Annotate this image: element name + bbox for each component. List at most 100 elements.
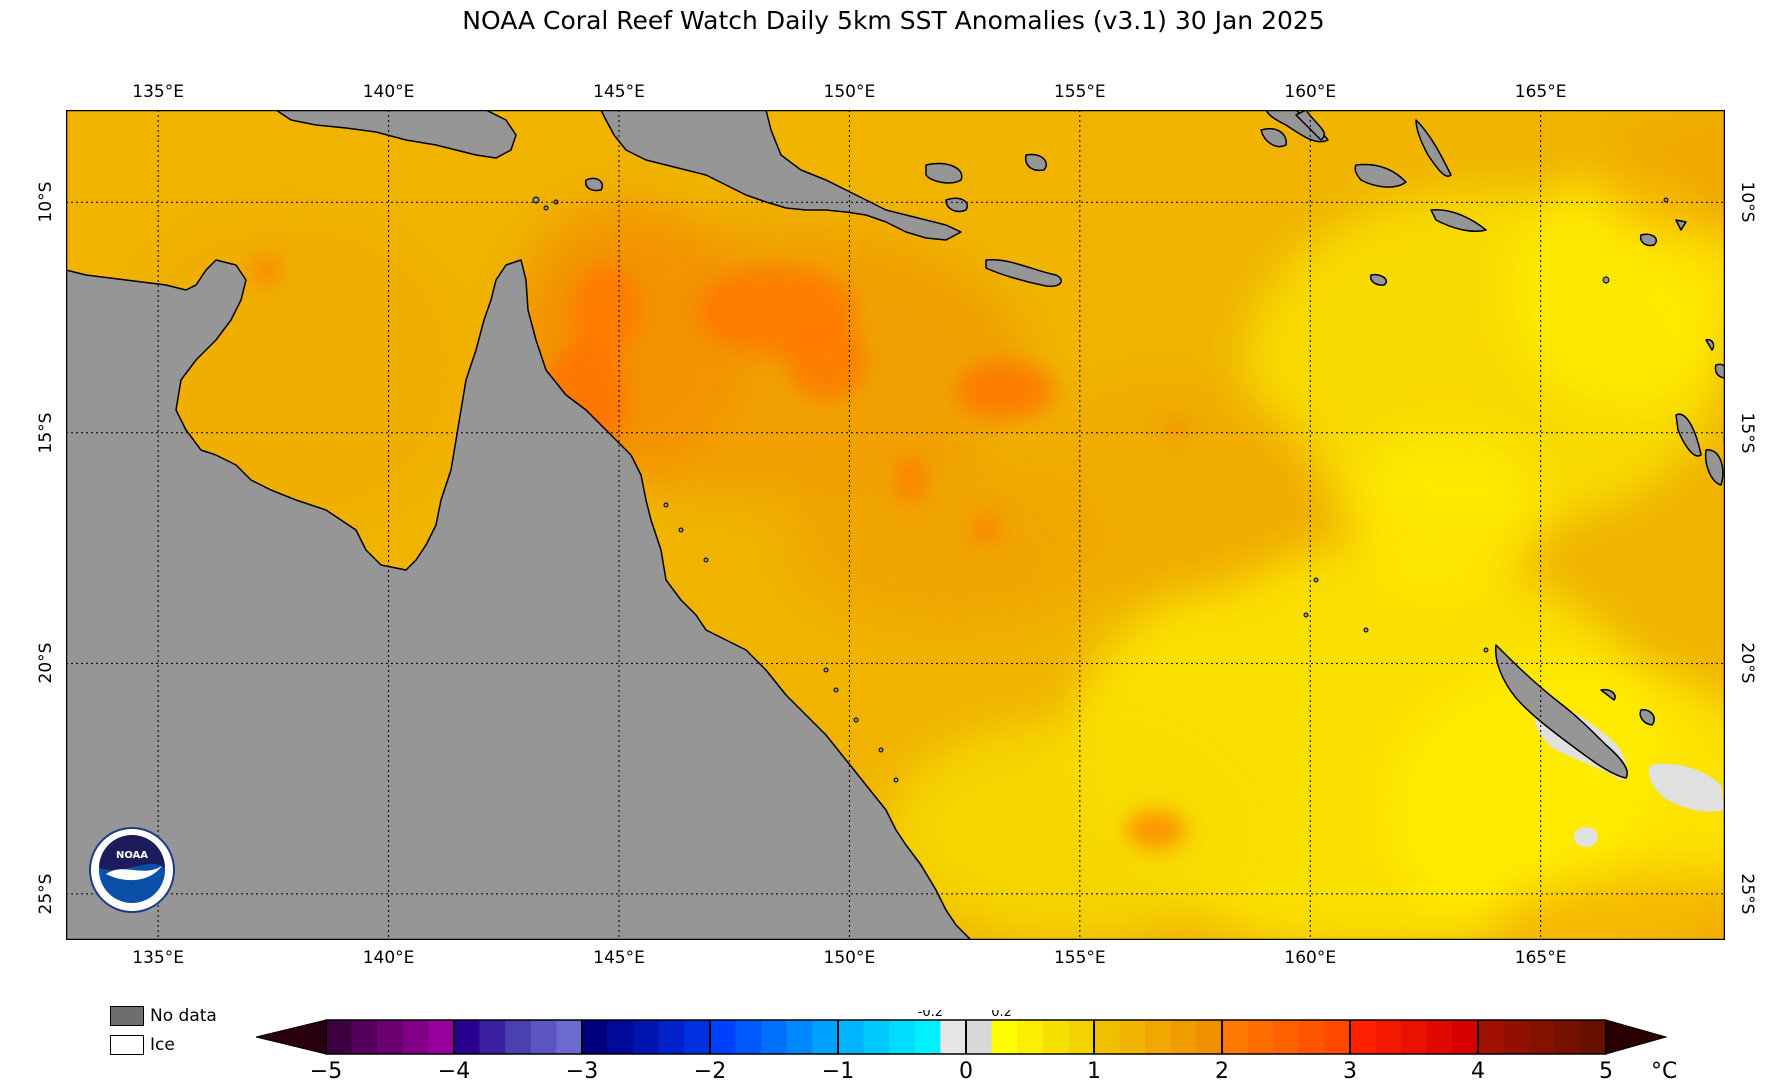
colorbar-bin bbox=[863, 1020, 890, 1054]
colorbar-bin bbox=[940, 1020, 967, 1054]
colorbar-frame bbox=[325, 1019, 1607, 1055]
latitude-label: 15°S bbox=[1737, 412, 1757, 454]
ice-swatch bbox=[110, 1035, 144, 1055]
colorbar-bin bbox=[710, 1020, 736, 1054]
colorbar-bin bbox=[1401, 1020, 1428, 1054]
new-guinea-landmass bbox=[275, 110, 962, 241]
longitude-label: 165°E bbox=[1514, 948, 1567, 968]
longitude-label: 145°E bbox=[593, 82, 645, 102]
longitude-label: 150°E bbox=[823, 82, 876, 102]
colorbar-bin bbox=[1247, 1020, 1274, 1054]
latitude-label: 20°S bbox=[1737, 642, 1757, 684]
colorbar-bin bbox=[1375, 1020, 1402, 1054]
colorbar-bin bbox=[761, 1020, 788, 1054]
colorbar-bin bbox=[1068, 1020, 1095, 1054]
colorbar-bin bbox=[1452, 1020, 1479, 1054]
longitude-label: 155°E bbox=[1053, 82, 1106, 102]
colorbar-bin bbox=[1503, 1020, 1530, 1054]
colorbar-bin bbox=[1273, 1020, 1300, 1054]
sst-anomaly-colorbar: −5 −4 −3 −2 −1 0 1 2 3 4 5 -0.2 0.2 °C bbox=[256, 1010, 1676, 1080]
colorbar-bin bbox=[1196, 1020, 1223, 1054]
longitude-label: 140°E bbox=[362, 82, 415, 102]
colorbar-bin bbox=[991, 1020, 1018, 1054]
sst-anomaly-map: NOAA bbox=[66, 110, 1725, 940]
colorbar-bin bbox=[658, 1020, 685, 1054]
colorbar-tick-label: −4 bbox=[438, 1059, 470, 1080]
latitude-label: 10°S bbox=[36, 181, 56, 223]
colorbar-bin bbox=[582, 1020, 608, 1054]
colorbar-tick-label: 4 bbox=[1471, 1059, 1485, 1080]
colorbar-tick-label: −2 bbox=[694, 1059, 726, 1080]
colorbar-bin bbox=[1554, 1020, 1581, 1054]
anomaly-field bbox=[106, 120, 1725, 940]
longitude-label: 135°E bbox=[132, 948, 185, 968]
colorbar-bin bbox=[786, 1020, 813, 1054]
colorbar-tick-label: 5 bbox=[1599, 1059, 1613, 1080]
colorbar-bin bbox=[607, 1020, 634, 1054]
longitude-label: 150°E bbox=[823, 948, 876, 968]
no-data-label: No data bbox=[150, 1006, 217, 1026]
land-masses bbox=[66, 110, 1725, 940]
colorbar-bin bbox=[1222, 1020, 1248, 1054]
colorbar-low-extension bbox=[256, 1019, 327, 1055]
hot-spots bbox=[251, 255, 1186, 850]
colorbar-bin bbox=[914, 1020, 941, 1054]
map-frame bbox=[66, 110, 1725, 940]
australia-landmass bbox=[66, 259, 972, 940]
longitude-label: 165°E bbox=[1514, 82, 1567, 102]
colorbar-tick-label: 1 bbox=[1087, 1059, 1101, 1080]
latitude-label: 25°S bbox=[1737, 873, 1757, 915]
colorbar-high-extension bbox=[1605, 1019, 1668, 1055]
colorbar-tick-label: 0 bbox=[959, 1059, 973, 1080]
colorbar-bin bbox=[1324, 1020, 1351, 1054]
colorbar-bin bbox=[326, 1020, 352, 1054]
colorbar-bin bbox=[1042, 1020, 1069, 1054]
map-title: NOAA Coral Reef Watch Daily 5km SST Anom… bbox=[462, 6, 1325, 35]
colorbar-bin bbox=[889, 1020, 916, 1054]
colorbar-bin bbox=[812, 1020, 839, 1054]
longitude-label: 160°E bbox=[1284, 82, 1337, 102]
latitude-label: 25°S bbox=[36, 873, 56, 915]
colorbar-bin bbox=[1580, 1020, 1607, 1054]
colorbar-bin bbox=[1529, 1020, 1556, 1054]
longitude-label: 160°E bbox=[1284, 948, 1337, 968]
latitude-label: 10°S bbox=[1737, 181, 1757, 223]
svg-text:NOAA: NOAA bbox=[116, 850, 148, 861]
colorbar-tick-label: −5 bbox=[310, 1059, 342, 1080]
latitude-label: 20°S bbox=[36, 642, 56, 684]
torres-coast bbox=[275, 110, 517, 159]
colorbar-small-label: -0.2 bbox=[918, 1010, 943, 1020]
colorbar-bin bbox=[1119, 1020, 1146, 1054]
new-caledonia-island bbox=[1495, 644, 1628, 779]
ice-legend: Ice bbox=[110, 1035, 175, 1055]
colorbar-unit: °C bbox=[1651, 1059, 1676, 1080]
colorbar-bin bbox=[454, 1020, 480, 1054]
colorbar-bin bbox=[1478, 1020, 1504, 1054]
colorbar-bin bbox=[1094, 1020, 1120, 1054]
colorbar-bin bbox=[966, 1020, 992, 1054]
colorbar-bin bbox=[351, 1020, 378, 1054]
colorbar-bin bbox=[1145, 1020, 1172, 1054]
colorbar-tick-label: 3 bbox=[1343, 1059, 1357, 1080]
longitude-label: 140°E bbox=[362, 948, 415, 968]
longitude-label: 145°E bbox=[593, 948, 645, 968]
colorbar-bin bbox=[479, 1020, 506, 1054]
colorbar-small-label: 0.2 bbox=[991, 1010, 1012, 1020]
colorbar-bin bbox=[1170, 1020, 1197, 1054]
reef-islets bbox=[532, 196, 1669, 783]
colorbar-bin bbox=[633, 1020, 660, 1054]
colorbar-bin bbox=[505, 1020, 532, 1054]
colorbar-bin bbox=[1426, 1020, 1453, 1054]
graticule bbox=[66, 110, 1725, 940]
colorbar-bin bbox=[377, 1020, 404, 1054]
colorbar-bin bbox=[1017, 1020, 1044, 1054]
latitude-label: 15°S bbox=[36, 412, 56, 454]
colorbar-bin bbox=[1350, 1020, 1376, 1054]
colorbar-bin bbox=[838, 1020, 864, 1054]
colorbar-bin bbox=[735, 1020, 762, 1054]
colorbar-bin bbox=[530, 1020, 557, 1054]
colorbar-bin bbox=[428, 1020, 455, 1054]
ice-label: Ice bbox=[150, 1035, 175, 1055]
colorbar-tick-label: −1 bbox=[822, 1059, 854, 1080]
colorbar-bin bbox=[556, 1020, 583, 1054]
